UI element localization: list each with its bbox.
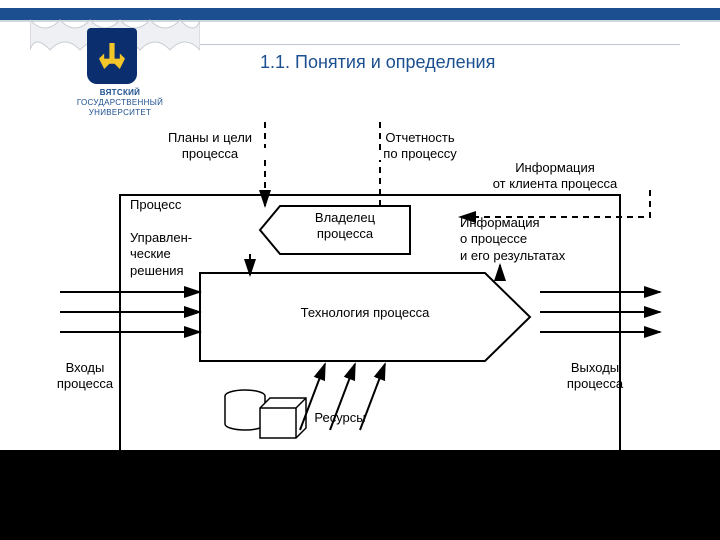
label-mgmt: Управлен- ческие решения bbox=[130, 230, 192, 279]
label-client: Информация от клиента процесса bbox=[485, 160, 625, 193]
label-outputs: Выходы процесса bbox=[525, 360, 665, 393]
title-rule bbox=[200, 44, 680, 45]
header: ВЯТСКИЙ ГОСУДАРСТВЕННЫЙ УНИВЕРСИТЕТ 1.1.… bbox=[0, 0, 720, 120]
university-name: ВЯТСКИЙ ГОСУДАРСТВЕННЫЙ УНИВЕРСИТЕТ bbox=[70, 88, 170, 118]
svg-text:Владелец: Владелец bbox=[315, 210, 376, 225]
uni-line2: ГОСУДАРСТВЕННЫЙ bbox=[77, 98, 163, 107]
shield-icon bbox=[87, 28, 137, 84]
label-plans: Планы и цели процесса bbox=[140, 130, 280, 163]
label-resources: Ресурсы bbox=[270, 410, 410, 426]
label-report: Отчетность по процессу bbox=[350, 130, 490, 163]
process-diagram: Владелецпроцесса Технология процесса План… bbox=[0, 120, 720, 450]
label-process: Процесс bbox=[130, 197, 181, 213]
bottom-band bbox=[0, 450, 720, 540]
label-inputs: Входы процесса bbox=[15, 360, 155, 393]
uni-line3: УНИВЕРСИТЕТ bbox=[89, 108, 151, 117]
page-title: 1.1. Понятия и определения bbox=[260, 52, 495, 73]
svg-text:Технология процесса: Технология процесса bbox=[301, 305, 430, 320]
uni-line1: ВЯТСКИЙ bbox=[100, 88, 140, 97]
label-info: Информация о процессе и его результатах bbox=[460, 215, 565, 264]
svg-text:процесса: процесса bbox=[317, 226, 374, 241]
